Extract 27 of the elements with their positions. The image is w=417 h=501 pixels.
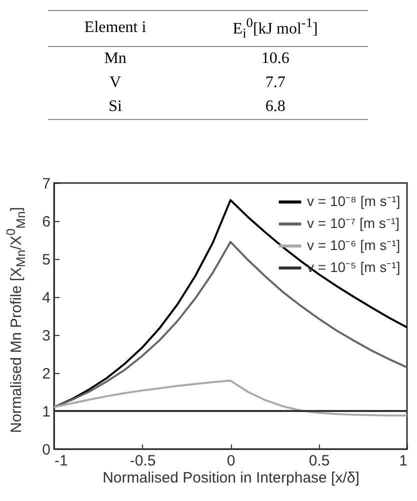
category-label: Mn (103, 48, 128, 69)
text: E$_{i}$$^{0}$[kJ mol$^{-1}$] (232, 14, 319, 43)
x-axis-title: Normalised Position in Interphase [x/δ] (102, 470, 360, 486)
line-series (54, 240, 407, 408)
category-label: Si (108, 96, 123, 117)
y-tick-label: 5 (42, 252, 50, 268)
x-tick-label: 0 (226, 452, 236, 470)
y-tick-label: 2 (42, 366, 50, 382)
x-tick-label: -0.5 (130, 452, 156, 470)
y-tick-label: 7 (42, 176, 50, 192)
category-label: V (108, 72, 122, 93)
legend-label: v = 10⁻⁸ [m s⁻¹] (307, 193, 400, 209)
line-series (54, 380, 407, 417)
data-label: 6.8 (264, 96, 286, 117)
y-tick-label: 1 (42, 404, 50, 420)
x-tick-label: 0.5 (308, 452, 330, 470)
y-tick-label: 4 (42, 290, 50, 306)
y-tick-label: 6 (42, 214, 50, 230)
x-tick-label: 1 (399, 452, 408, 470)
text: Element i (83, 18, 148, 38)
data-label: 10.6 (260, 48, 290, 69)
y-tick-label: 3 (42, 328, 50, 344)
x-tick-label: -1 (54, 452, 68, 470)
legend-label: v = 10⁻⁶ [m s⁻¹] (307, 237, 400, 253)
y-tick-label: 0 (42, 442, 50, 458)
data-label: 7.7 (264, 72, 286, 93)
legend-label: v = 10⁻⁷ [m s⁻¹] (307, 215, 400, 231)
